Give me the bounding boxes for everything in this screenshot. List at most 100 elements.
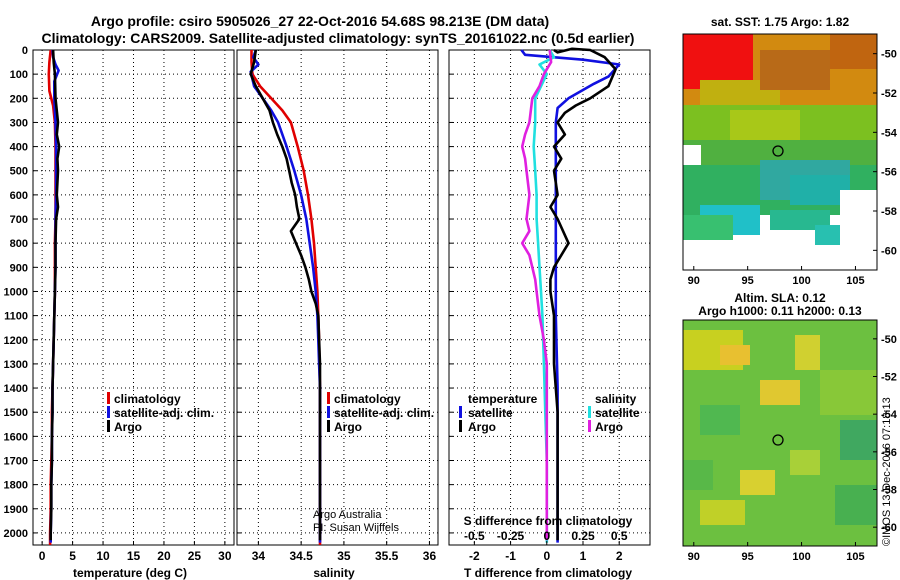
x-tick-label: 5 [69,549,76,563]
legend-t-satellite: satellite [468,406,513,420]
depth-axis: 0 100 200 300 400 500 600 700 800 900 1000 1100 1200… [4,45,28,540]
map-x-tick-label: 95 [742,551,754,563]
legend-swatch-s-satellite [588,406,591,418]
x-tick-label: 1 [580,549,587,563]
depth-tick-label: 0 [22,45,28,57]
map-x-tick-label: 105 [846,551,864,563]
legend-swatch-t-argo [459,420,462,432]
salinity-legend: climatology satellite-adj. clim. Argo [327,392,434,434]
legend-swatch-climatology [327,392,330,404]
x-tick-label: 36 [423,549,437,563]
map-y-tick-label: -52 [881,372,897,384]
legend-climatology: climatology [334,392,401,406]
x-tick-label: 0 [39,549,46,563]
s-tick-label: -0.5 [464,529,485,543]
credit-argo-australia: Argo Australia [313,509,382,521]
x-tick-label: -2 [469,549,480,563]
x-tick-label: 20 [157,549,171,563]
map-x-tick-label: 100 [792,275,810,287]
difference-chart: -2 -1 0 1 2 -0.5 -0.25 0 0.25 0.5 S difference f… [448,47,651,580]
depth-tick-label: 1100 [4,311,28,323]
series-line-s-satellite [532,49,556,543]
sst-profile-marker [772,145,784,157]
legend-s-satellite: satellite [595,406,640,420]
difference-frame [448,49,651,546]
map-y-tick-label: -50 [881,49,897,61]
map-x-tick-label: 105 [846,275,864,287]
legend-swatch-t-satellite [459,406,462,418]
legend-salinity-header: salinity [595,392,637,406]
map-y-tick-label: -52 [881,88,897,100]
depth-tick-label: 900 [10,262,28,274]
map-y-tick-label: -56 [881,447,897,459]
map-x-tick-label: 90 [688,551,700,563]
map-y-tick-label: -58 [881,485,897,497]
x-tick-label: 2 [616,549,623,563]
legend-argo: Argo [334,420,362,434]
depth-tick-label: 1800 [4,480,28,492]
difference-grid [449,49,650,545]
temperature-xticks: 0 5 10 15 20 25 30 [39,541,232,563]
legend-argo: Argo [114,420,142,434]
map-y-tick-label: -50 [881,334,897,346]
x-tick-label: 10 [96,549,110,563]
depth-tick-label: 200 [10,93,28,105]
temperature-grid [33,49,234,545]
depth-tick-label: 1500 [4,407,28,419]
sst-map-xticks: 90 95 100 105 [688,266,865,287]
depth-tick-label: 1000 [4,286,28,298]
depth-tick-label: 800 [10,238,28,250]
x-tick-label: 0 [543,549,550,563]
imos-credit: ©IMOS 13-Dec-2016 07:18:13 [881,397,893,546]
legend-swatch-argo [107,420,110,432]
legend-swatch-climatology [107,392,110,404]
sst-map-title: sat. SST: 1.75 Argo: 1.82 [711,15,850,29]
map-y-tick-label: -60 [881,245,897,257]
legend-s-argo: Argo [595,420,623,434]
sla-profile-marker [772,434,784,446]
sla-map: -50 -52 -54 -56 -58 -60 90 95 100 105 [682,319,898,563]
legend-t-argo: Argo [468,420,496,434]
map-y-tick-label: -56 [881,167,897,179]
salinity-grid [237,49,438,545]
salinity-xticks: 34 34.5 35 35.5 36 [252,541,437,563]
sst-map: -50 -52 -54 -56 -58 -60 90 95 100 105 [682,33,898,287]
difference-series [520,47,621,543]
sla-map-subtitle: Argo h1000: 0.11 h2000: 0.13 [698,304,862,318]
s-tick-label: 0.25 [571,529,595,543]
series-line-s-argo [520,49,553,541]
depth-tick-label: 1900 [4,504,28,516]
legend-satellite: satellite-adj. clim. [114,406,214,420]
sla-map-xticks: 90 95 100 105 [688,542,865,563]
series-line-argo [49,49,61,541]
series-line-t-satellite [520,49,621,543]
salinity-frame [236,49,439,546]
map-x-tick-label: 95 [742,275,754,287]
header-line-2: Climatology: CARS2009. Satellite-adjuste… [42,30,635,46]
sla-map-title: Altim. SLA: 0.12 [734,291,826,305]
series-line-t-argo [549,47,617,541]
map-y-tick-label: -58 [881,206,897,218]
depth-tick-label: 400 [10,142,28,154]
legend-swatch-s-argo [588,420,591,432]
legend-swatch-satellite [107,406,110,418]
x-tick-label: -1 [505,549,516,563]
x-tick-label: 15 [127,549,141,563]
temperature-legend: climatology satellite-adj. clim. Argo [107,392,214,434]
depth-tick-label: 600 [10,190,28,202]
salinity-chart: 34 34.5 35 35.5 36 salinity climatology sate… [236,49,439,580]
x-tick-label: 35 [337,549,351,563]
depth-tick-label: 1600 [4,431,28,443]
map-x-tick-label: 90 [688,275,700,287]
s-difference-label: S difference from climatology [464,514,633,528]
temperature-series [47,49,61,545]
series-line-argo [249,49,322,541]
salinity-xlabel: salinity [313,566,355,580]
depth-tick-label: 700 [10,214,28,226]
depth-tick-label: 1300 [4,359,28,371]
salinity-series [249,49,322,545]
depth-tick-label: 100 [10,69,28,81]
depth-tick-label: 300 [10,117,28,129]
header-line-1: Argo profile: csiro 5905026_27 22-Oct-20… [91,13,549,29]
s-tick-label: 0.5 [611,529,628,543]
